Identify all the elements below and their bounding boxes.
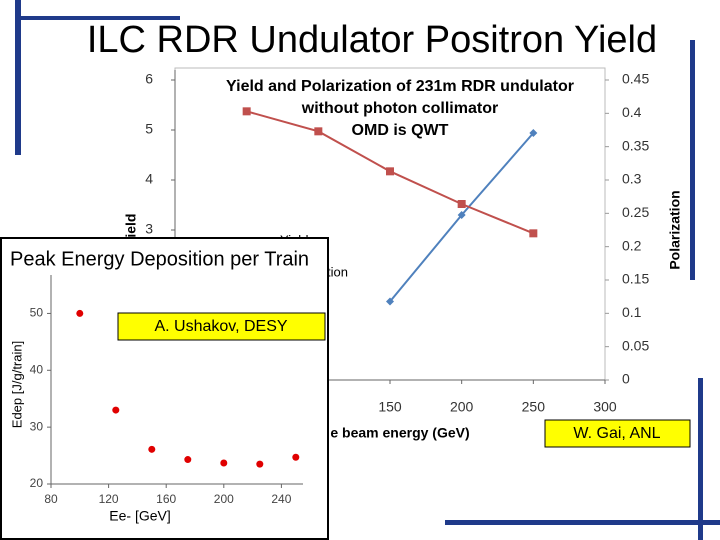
x-tick-label: 150 [378, 399, 402, 415]
x-tick-label: 240 [271, 492, 291, 506]
accent-bar [15, 0, 21, 155]
chart-title: Peak Energy Deposition per Train [10, 248, 309, 270]
marker [386, 167, 394, 176]
y-axis-label: Edep [J/g/train] [9, 341, 24, 428]
x-tick-label: 200 [214, 492, 234, 506]
x-tick-label: 120 [99, 492, 119, 506]
y2-tick-label: 0.35 [622, 137, 649, 153]
y2-tick-label: 0.05 [622, 337, 649, 353]
inset-chart: Peak Energy Deposition per Train Edep [J/… [0, 237, 329, 540]
y-tick-label: 4 [145, 171, 153, 187]
marker [76, 309, 84, 317]
y2-tick-label: 0 [622, 371, 630, 387]
x-tick-label: 80 [44, 492, 58, 506]
accent-bar [690, 40, 695, 280]
marker [529, 129, 538, 137]
y2-tick-label: 0.2 [622, 237, 642, 253]
y2-tick-label: 0.25 [622, 204, 649, 220]
chart-title: Yield and Polarization of 231m RDR undul… [226, 78, 574, 95]
y2-tick-label: 0.4 [622, 104, 642, 120]
marker [457, 200, 466, 208]
marker [184, 456, 192, 464]
annotation: A. Ushakov, DESY [154, 318, 287, 335]
y2-tick-label: 0.15 [622, 271, 649, 287]
chart-title: without photon collimator [301, 100, 498, 117]
x-tick-label: 300 [593, 399, 617, 415]
marker [529, 229, 538, 238]
y2-tick-label: 0.3 [622, 171, 642, 187]
marker [148, 445, 156, 453]
y-tick-label: 50 [30, 306, 44, 320]
annotation-box [117, 312, 326, 341]
chart-title: OMD is QWT [352, 122, 449, 139]
marker [292, 453, 300, 461]
y-tick-label: 3 [145, 221, 153, 237]
marker [242, 107, 251, 116]
x-tick-label: 160 [156, 492, 176, 506]
slide-title: ILC RDR Undulator Positron Yield [87, 19, 657, 61]
y-tick-label: 30 [30, 419, 44, 433]
annotation: W. Gai, ANL [573, 425, 660, 442]
y-tick-label: 20 [30, 476, 44, 490]
x-axis-label: e beam energy (GeV) [330, 425, 469, 441]
accent-bar [20, 16, 180, 20]
marker [314, 127, 323, 136]
marker [220, 459, 228, 467]
x-tick-label: 200 [450, 399, 474, 415]
inset-background [0, 237, 329, 540]
x-axis-label: Ee- [GeV] [109, 508, 170, 524]
annotation-box [544, 419, 691, 448]
y2-tick-label: 0.1 [622, 304, 642, 320]
marker [457, 211, 466, 219]
marker [256, 460, 264, 468]
marker [386, 297, 394, 306]
y-tick-label: 5 [145, 121, 153, 137]
y2-tick-label: 0.45 [622, 71, 649, 87]
x-tick-label: 250 [522, 399, 546, 415]
accent-bar [445, 520, 720, 525]
y-tick-label: 40 [30, 362, 44, 376]
y2-axis-label: Polarization [667, 190, 683, 269]
y-tick-label: 6 [145, 71, 153, 87]
accent-bar [698, 378, 703, 540]
marker [112, 406, 120, 414]
